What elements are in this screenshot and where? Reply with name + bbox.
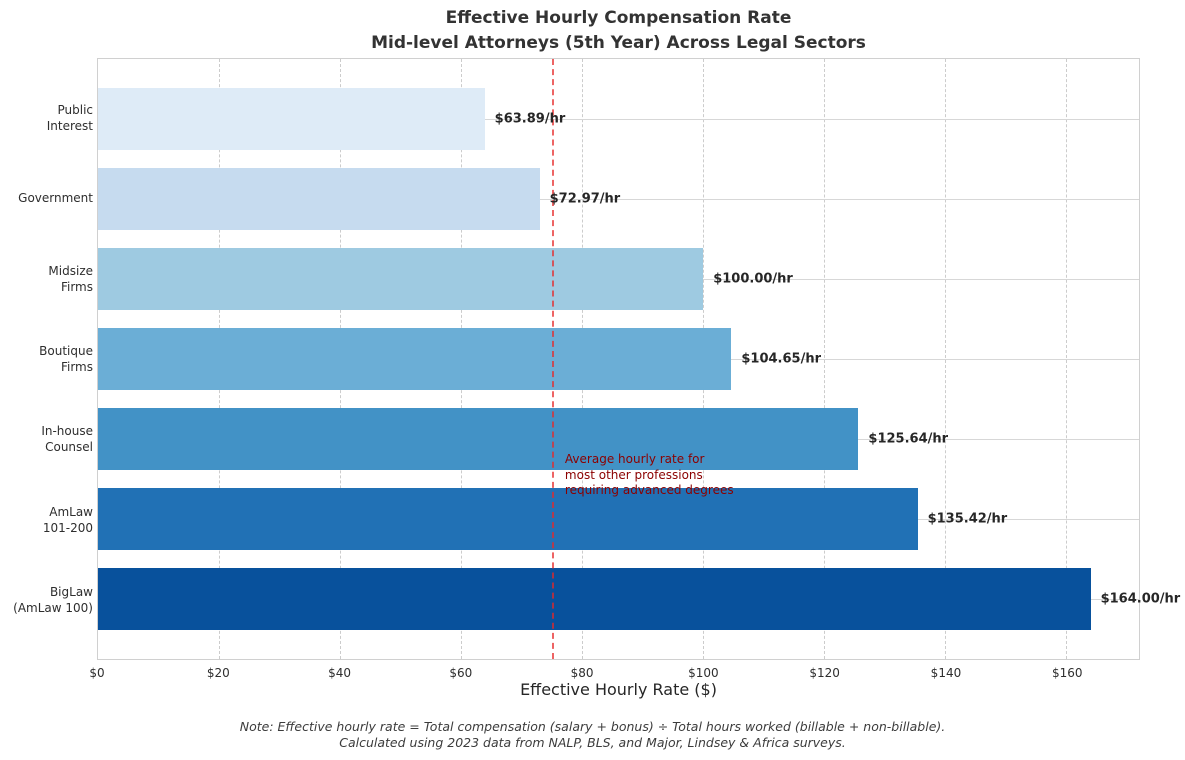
x-tick-label: $20 — [206, 666, 230, 680]
reference-line — [551, 59, 554, 659]
bar-value-label: $135.42/hr — [927, 511, 1008, 527]
x-tick-label: $140 — [930, 666, 962, 680]
horizontal-gridline — [98, 119, 1139, 120]
y-axis-label: Public Interest — [46, 103, 93, 134]
y-axis-label: BigLaw (AmLaw 100) — [13, 584, 93, 615]
bar-value-label: $63.89/hr — [494, 111, 566, 127]
y-axis-label: Government — [18, 191, 93, 206]
bar-value-label: $100.00/hr — [713, 271, 793, 287]
x-tick-label: $0 — [89, 666, 105, 680]
bar-value-label: $72.97/hr — [549, 191, 621, 207]
chart-title: Effective Hourly Compensation Rate Mid-l… — [371, 8, 866, 53]
bar — [98, 87, 485, 151]
bar — [98, 407, 859, 471]
x-tick-label: $80 — [570, 666, 594, 680]
x-axis-title: Effective Hourly Rate ($) — [520, 680, 717, 699]
y-axis-label: Midsize Firms — [48, 263, 93, 294]
bar-value-label: $164.00/hr — [1100, 591, 1181, 607]
y-axis-label: Boutique Firms — [39, 344, 93, 374]
bar — [98, 567, 1091, 631]
bar-value-label: $104.65/hr — [741, 351, 821, 367]
bar — [98, 327, 732, 391]
y-axis-label: AmLaw 101-200 — [42, 504, 93, 535]
bar — [98, 487, 918, 551]
reference-line-annotation: Average hourly rate for most other profe… — [564, 452, 734, 497]
horizontal-gridline — [98, 199, 1139, 200]
x-tick-label: $120 — [809, 666, 840, 680]
x-tick-label: $60 — [449, 666, 473, 680]
x-tick-label: $160 — [1051, 666, 1083, 680]
bar — [98, 247, 704, 311]
x-tick-label: $40 — [328, 666, 351, 680]
bar-value-label: $125.64/hr — [868, 431, 949, 447]
footer-note: Note: Effective hourly rate = Total comp… — [239, 719, 946, 750]
bar — [98, 167, 540, 231]
plot-area: Average hourly rate for most other profe… — [97, 58, 1180, 660]
x-tick-label: $100 — [688, 666, 719, 680]
y-axis-label: In-house Counsel — [41, 424, 93, 455]
